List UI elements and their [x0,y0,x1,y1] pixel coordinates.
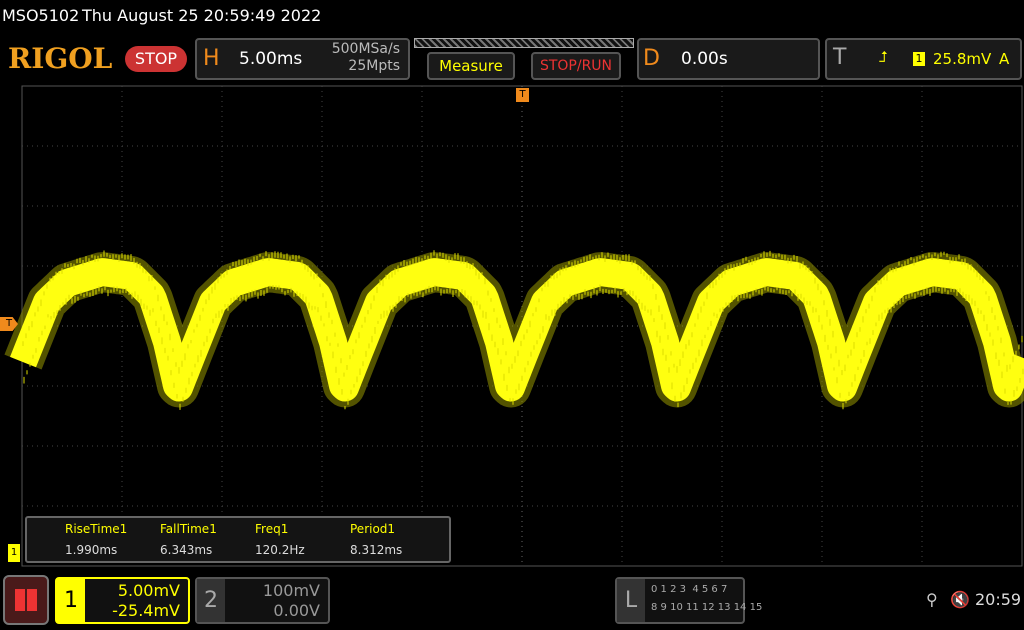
measurement-name: Period1 [350,522,395,536]
sound-icon[interactable]: 🔇 [950,590,970,609]
channel2-panel[interactable]: 2 100mV 0.00V [195,577,330,624]
measure-button[interactable]: Measure [427,52,515,80]
delay-panel[interactable]: D 0.00s [637,38,820,80]
delay-label: D [643,46,660,71]
stop-run-button[interactable]: STOP/RUN [531,52,621,80]
horizontal-label: H [203,46,220,71]
measurement-name: Freq1 [255,522,288,536]
usb-icon: ⚲ [926,590,938,609]
clock: 20:59 [975,590,1021,609]
memory-overview [414,38,634,48]
channel2-scale: 100mV [263,581,320,600]
logic-panel[interactable]: L 0 1 2 3 4 5 6 7 8 9 10 11 12 13 14 15 [615,577,745,624]
measurement-value: 6.343ms [160,543,212,557]
run-state[interactable]: STOP [125,46,187,72]
measurement-value: 120.2Hz [255,543,305,557]
logo: RIGOL [8,42,112,75]
timebase: 5.00ms [239,49,302,69]
memory-depth: 25Mpts [348,58,400,74]
channel2-offset: 0.00V [273,601,320,620]
channel1-panel[interactable]: 1 5.00mV -25.4mV [55,577,190,624]
trigger-position-marker: T [516,88,529,102]
channel1-scale: 5.00mV [118,581,180,600]
measurement-value: 8.312ms [350,543,402,557]
channel2-label: 2 [197,579,225,622]
measurement-name: RiseTime1 [65,522,127,536]
channel1-marker: 1 [8,544,20,562]
logic-channels-high: 8 9 10 11 12 13 14 15 [651,602,762,613]
trigger-level: 25.8mV [933,50,991,68]
trigger-source: 1 [913,52,925,66]
channel1-label: 1 [57,579,85,622]
logic-channels-low: 0 1 2 3 4 5 6 7 [651,584,727,595]
measurement-value: 1.990ms [65,543,117,557]
trigger-panel[interactable]: T ⮥ 1 25.8mV A [825,38,1022,80]
horizontal-panel[interactable]: H 5.00ms 500MSa/s 25Mpts [195,38,410,80]
logic-label: L [617,579,645,622]
menu-button[interactable] [3,575,49,625]
trigger-mode: A [999,50,1009,68]
datetime: Thu August 25 20:59:49 2022 [82,6,321,25]
measurement-panel: RiseTime1 1.990ms FallTime1 6.343ms Freq1 120… [25,516,451,563]
sample-rate: 500MSa/s [332,41,400,57]
trigger-edge: ⮥ [879,48,888,66]
trigger-label: T [833,45,846,70]
channel1-offset: -25.4mV [112,601,180,620]
measurement-name: FallTime1 [160,522,217,536]
delay-value: 0.00s [681,49,728,69]
menu-icon [15,589,37,611]
model: MSO5102 [2,6,79,25]
